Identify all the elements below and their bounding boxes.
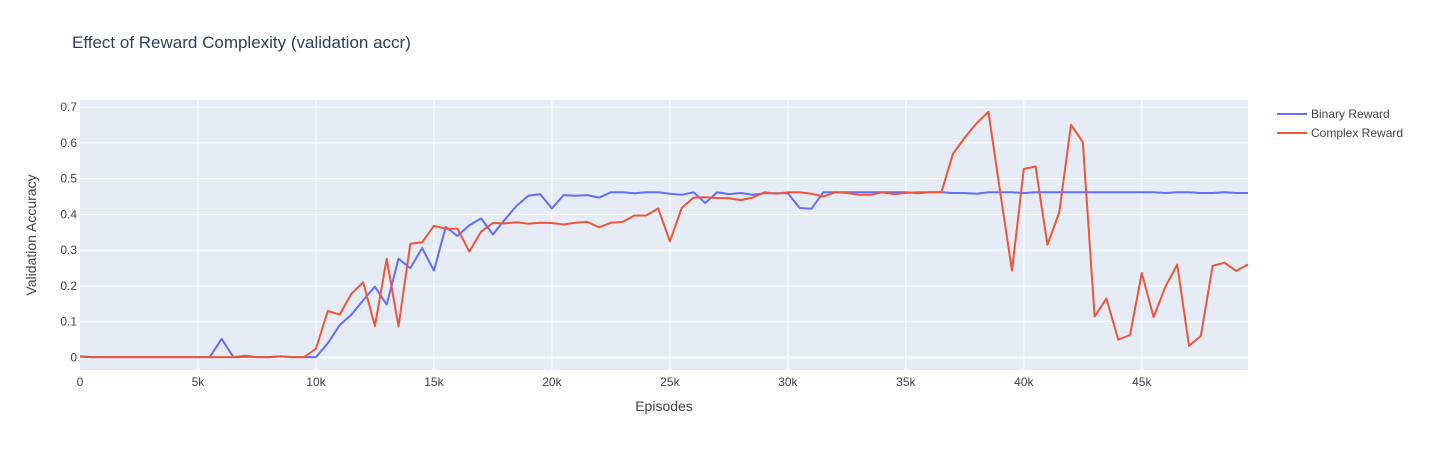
legend-item-complex-reward[interactable]: Complex Reward: [1277, 126, 1403, 140]
y-tick-label: 0.5: [60, 172, 77, 186]
x-axis-ticks: 0 5k 10k 15k 20k 25k 30k 35k 40k 45k: [77, 375, 1153, 389]
legend-label: Binary Reward: [1311, 107, 1390, 121]
y-tick-label: 0.1: [60, 315, 77, 329]
x-tick-label: 35k: [896, 375, 916, 389]
x-tick-label: 40k: [1014, 375, 1034, 389]
x-tick-label: 5k: [192, 375, 206, 389]
series-layer: [79, 110, 1249, 359]
x-tick-label: 0: [77, 375, 84, 389]
y-tick-label: 0.4: [60, 207, 77, 221]
legend-item-binary-reward[interactable]: Binary Reward: [1277, 107, 1390, 121]
y-tick-label: 0.2: [60, 279, 77, 293]
y-tick-label: 0.3: [60, 243, 77, 257]
y-tick-label: 0: [70, 350, 77, 364]
plot-background: [80, 100, 1248, 370]
grid-layer: [80, 100, 1248, 370]
y-axis-ticks: 0 0.1 0.2 0.3 0.4 0.5 0.6 0.7: [60, 100, 77, 364]
y-tick-label: 0.7: [60, 100, 77, 114]
x-tick-label: 25k: [660, 375, 680, 389]
series-line-complex-reward: [79, 110, 1249, 359]
x-tick-label: 15k: [424, 375, 444, 389]
x-tick-label: 10k: [306, 375, 326, 389]
x-tick-label: 45k: [1132, 375, 1152, 389]
y-tick-label: 0.6: [60, 136, 77, 150]
x-axis-title: Episodes: [635, 398, 693, 414]
legend[interactable]: Binary Reward Complex Reward: [1277, 107, 1403, 140]
chart-title: Effect of Reward Complexity (validation …: [72, 33, 411, 52]
y-axis-title: Validation Accuracy: [23, 174, 39, 295]
x-tick-label: 20k: [542, 375, 562, 389]
x-tick-label: 30k: [778, 375, 798, 389]
legend-label: Complex Reward: [1311, 126, 1403, 140]
